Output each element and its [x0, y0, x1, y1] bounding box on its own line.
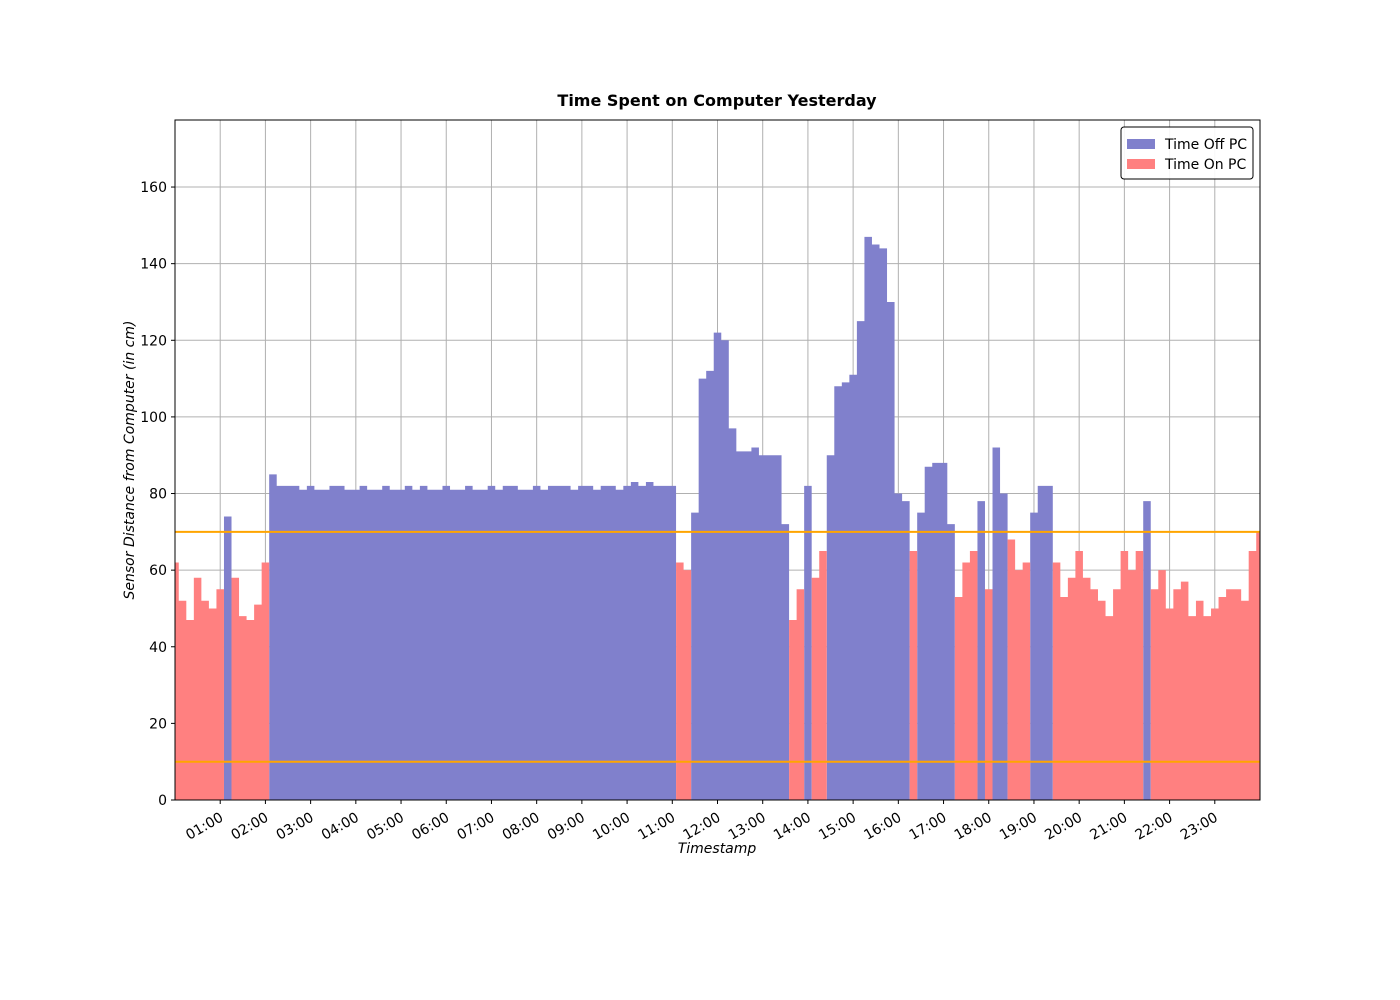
area [1150, 531, 1260, 800]
x-tick-label: 12:00 [681, 810, 724, 844]
area [804, 485, 812, 800]
x-tick-label: 03:00 [274, 810, 317, 844]
area [676, 562, 692, 800]
x-tick-label: 15:00 [816, 810, 859, 844]
x-tick-label: 21:00 [1087, 810, 1130, 844]
x-tick-label: 10:00 [590, 810, 633, 844]
area [1052, 550, 1144, 800]
legend-swatch [1127, 159, 1155, 169]
area [909, 550, 918, 800]
x-tick-label: 02:00 [228, 810, 271, 844]
x-tick-label: 14:00 [771, 810, 814, 844]
plot-area [175, 236, 1260, 800]
area [826, 236, 910, 800]
legend-label: Time On PC [1164, 157, 1246, 173]
y-tick-label: 80 [149, 487, 167, 503]
area [269, 474, 677, 800]
y-axis-label: Sensor Distance from Computer (in cm) [122, 321, 138, 600]
area [992, 447, 1008, 800]
x-tick-label: 06:00 [409, 810, 452, 844]
x-tick-label: 04:00 [319, 810, 362, 844]
plot-frame [174, 119, 1261, 801]
y-tick-label: 60 [149, 563, 167, 579]
area [811, 550, 827, 800]
x-tick-label: 23:00 [1178, 810, 1221, 844]
area [1143, 501, 1151, 800]
y-tick-label: 100 [140, 410, 167, 426]
area [175, 562, 224, 800]
x-tick-label: 11:00 [635, 810, 678, 844]
y-tick-label: 140 [140, 257, 167, 273]
area [1030, 485, 1053, 800]
area [223, 516, 232, 800]
x-tick-label: 09:00 [545, 810, 588, 844]
y-tick-label: 0 [158, 793, 167, 809]
area [1007, 539, 1031, 800]
area [977, 501, 985, 800]
x-tick-label: 18:00 [952, 810, 995, 844]
area [691, 332, 790, 800]
y-tick-label: 20 [149, 716, 167, 732]
y-tick-label: 120 [140, 333, 167, 349]
legend: Time Off PC Time On PC [1120, 126, 1254, 180]
x-tick-label: 07:00 [455, 810, 498, 844]
x-tick-label: 08:00 [500, 810, 543, 844]
x-tick-label: 22:00 [1133, 810, 1176, 844]
legend-swatch [1127, 139, 1155, 149]
area [231, 562, 270, 800]
y-tick-label: 40 [149, 640, 167, 656]
x-tick-label: 16:00 [861, 810, 904, 844]
x-tick-label: 13:00 [726, 810, 769, 844]
x-tick-label: 17:00 [907, 810, 950, 844]
area [984, 589, 993, 800]
y-tick-label: 160 [140, 180, 167, 196]
x-axis-label: Timestamp [678, 841, 757, 857]
area [789, 589, 805, 800]
area [917, 462, 955, 800]
x-tick-label: 20:00 [1042, 810, 1085, 844]
x-tick-label: 01:00 [183, 810, 226, 844]
area [954, 550, 978, 800]
x-tick-label: 05:00 [364, 810, 407, 844]
legend-label: Time Off PC [1164, 137, 1247, 153]
x-tick-label: 19:00 [997, 810, 1040, 844]
chart-title: Time Spent on Computer Yesterday [557, 91, 877, 110]
